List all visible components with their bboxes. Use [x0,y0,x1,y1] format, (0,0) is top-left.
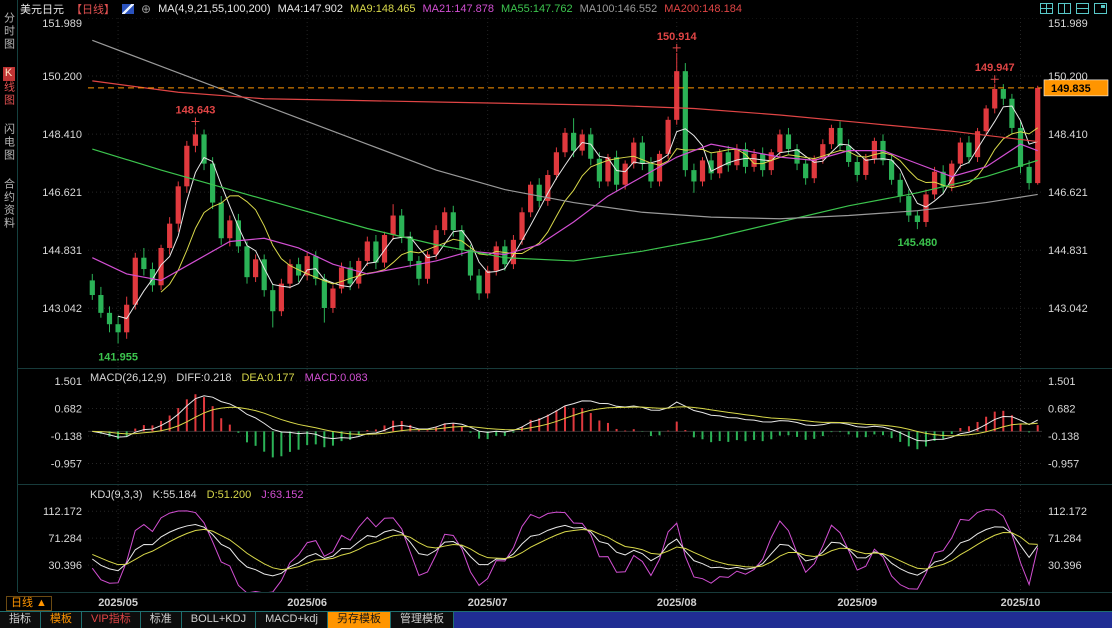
svg-text:144.831: 144.831 [42,245,82,257]
x-axis-label: 2025/10 [1000,597,1041,609]
add-indicator-icon[interactable]: ⊕ [141,2,152,16]
svg-text:149.835: 149.835 [1051,83,1091,95]
svg-text:-0.957: -0.957 [1048,458,1079,470]
maximize-icon[interactable] [1094,3,1107,14]
ma-settings-label: MA(4,9,21,55,100,200) [158,3,271,15]
svg-text:0.682: 0.682 [1048,403,1076,415]
ma9-value: MA9:148.465 [350,3,416,15]
period-tag: 【日线】 [71,4,115,16]
tab-save-template[interactable]: 另存模板 [327,612,391,628]
tab-vip-indicators[interactable]: VIP指标 [82,612,141,628]
svg-text:146.621: 146.621 [1048,187,1088,199]
svg-text:0.682: 0.682 [54,403,82,415]
svg-text:112.172: 112.172 [1048,506,1087,518]
svg-text:148.643: 148.643 [176,105,216,117]
sidebar-item-label: 分时图 [2,12,15,51]
x-axis-label: 2025/07 [467,597,508,609]
ma200-value: MA200:148.184 [664,3,742,15]
tab-templates[interactable]: 模板 [41,612,82,628]
svg-text:143.042: 143.042 [42,303,82,315]
split-columns-icon[interactable] [1058,3,1071,14]
chart-header: 美元日元 【日线】 ⊕ MA(4,9,21,55,100,200) MA4:147… [20,0,1046,18]
x-axis-label: 2025/08 [656,597,697,609]
tab-indicators[interactable]: 指标 [0,612,41,628]
kline-badge: K [2,67,15,81]
macd-chart[interactable]: 1.501 1.501 0.682 0.682 -0.138 -0.138 -0.957 -0… [18,368,1112,485]
bottom-toolbar: 指标 模板 VIP指标 标准 BOLL+KDJ MACD+kdj 另存模板 管理… [0,611,1112,628]
svg-text:71.284: 71.284 [48,533,82,545]
svg-text:151.989: 151.989 [1048,18,1088,30]
svg-text:112.172: 112.172 [43,506,82,518]
triangle-up-icon: ▲ [36,597,47,609]
svg-text:148.410: 148.410 [42,129,82,141]
svg-text:71.284: 71.284 [1048,533,1082,545]
svg-text:145.480: 145.480 [897,237,937,249]
horizontal-scrollbar[interactable] [453,612,1112,628]
indicator-flag-icon[interactable] [122,4,134,14]
quad-layout-icon[interactable] [1040,3,1053,14]
x-axis-label: 2025/05 [98,597,138,609]
sidebar-item-label: 合约资料 [2,178,15,230]
svg-text:1.501: 1.501 [54,376,82,388]
ma55-value: MA55:147.762 [501,3,573,15]
period-selector[interactable]: 日线 ▲ [6,596,52,611]
x-axis-label: 2025/09 [837,597,878,609]
sidebar-item-label: 闪电图 [2,123,15,162]
tab-standard[interactable]: 标准 [141,612,182,628]
svg-text:148.410: 148.410 [1048,129,1088,141]
svg-text:-0.957: -0.957 [51,458,82,470]
time-axis: 2025/05 2025/06 2025/07 2025/08 2025/09 2025/… [18,592,1112,613]
x-axis-label: 2025/06 [287,597,328,609]
sidebar-item-kline-chart[interactable]: K线图 [1,67,17,107]
svg-text:-0.138: -0.138 [1048,431,1079,443]
kdj-chart[interactable]: 112.172 112.172 71.284 71.284 30.396 30.396 [18,484,1112,593]
left-sidebar: 分时图 K线图 闪电图 合约资料 [0,0,18,592]
svg-text:146.621: 146.621 [42,187,82,199]
ma21-value: MA21:147.878 [422,3,495,15]
svg-text:30.396: 30.396 [48,560,82,572]
ma4-value: MA4:147.902 [277,3,344,15]
sidebar-item-label: 线图 [2,81,15,107]
svg-text:1.501: 1.501 [1048,376,1076,388]
tab-macd-kdj[interactable]: MACD+kdj [256,612,328,628]
window-controls [1040,3,1107,14]
svg-text:149.947: 149.947 [975,62,1015,74]
svg-text:151.989: 151.989 [42,18,82,30]
svg-text:141.955: 141.955 [98,352,138,364]
sidebar-item-contract-info[interactable]: 合约资料 [1,178,17,230]
sidebar-item-lightning-chart[interactable]: 闪电图 [1,123,17,162]
period-label: 日线 [11,597,33,609]
split-rows-icon[interactable] [1076,3,1089,14]
ma100-value: MA100:146.552 [579,3,658,15]
svg-text:150.914: 150.914 [657,31,698,43]
svg-text:30.396: 30.396 [1048,560,1082,572]
tab-boll-kdj[interactable]: BOLL+KDJ [182,612,257,628]
svg-text:143.042: 143.042 [1048,303,1088,315]
svg-text:150.200: 150.200 [42,71,82,83]
sidebar-item-time-chart[interactable]: 分时图 [1,12,17,51]
tab-manage-template[interactable]: 管理模板 [391,612,454,628]
symbol-name: 美元日元 [20,4,64,16]
svg-text:-0.138: -0.138 [51,431,82,443]
svg-text:144.831: 144.831 [1048,245,1088,257]
